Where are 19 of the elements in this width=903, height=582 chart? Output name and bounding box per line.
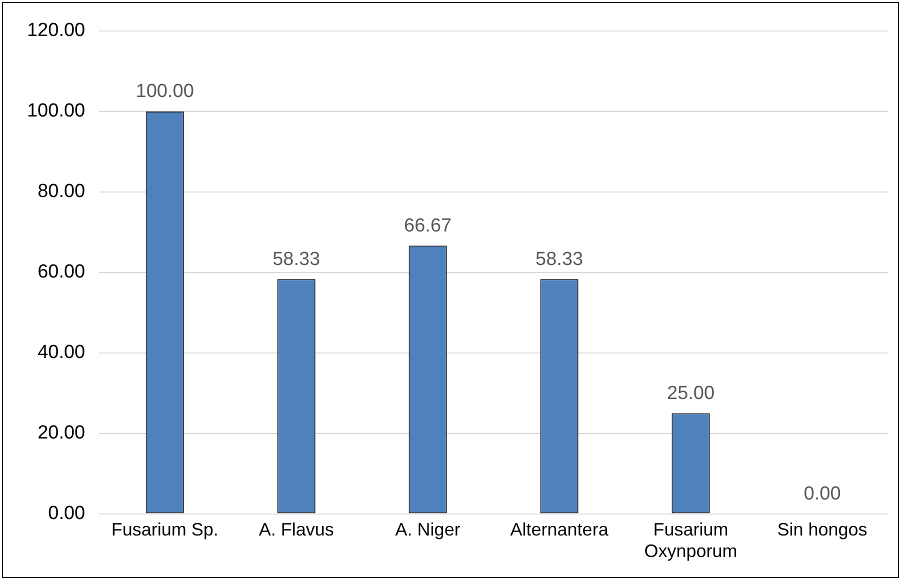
data-label: 100.00 (136, 81, 194, 102)
y-tick-label: 80.00 (38, 181, 86, 202)
data-label: 0.00 (804, 484, 841, 505)
data-label: 66.67 (404, 215, 452, 236)
y-tick-label: 0.00 (48, 503, 86, 524)
y-tick-label: 100.00 (26, 100, 86, 122)
x-tick-label: Fusarium Oxynporum (644, 520, 738, 562)
data-label: 58.33 (536, 248, 584, 270)
data-label: 25.00 (667, 382, 715, 404)
x-tick-label: Sin hongos (777, 520, 868, 540)
data-label: 58.33 (272, 248, 320, 270)
y-tick-label: 60.00 (38, 262, 86, 283)
x-tick-label: Alternantera (510, 520, 610, 540)
x-tick-label: Fusarium Sp. (111, 520, 218, 540)
x-tick-label: A. Niger (395, 520, 460, 540)
y-tick-label: 120.00 (26, 20, 86, 42)
y-tick-label: 40.00 (38, 342, 86, 364)
x-tick-label: A. Flavus (258, 520, 334, 540)
y-tick-label: 20.00 (38, 422, 86, 444)
